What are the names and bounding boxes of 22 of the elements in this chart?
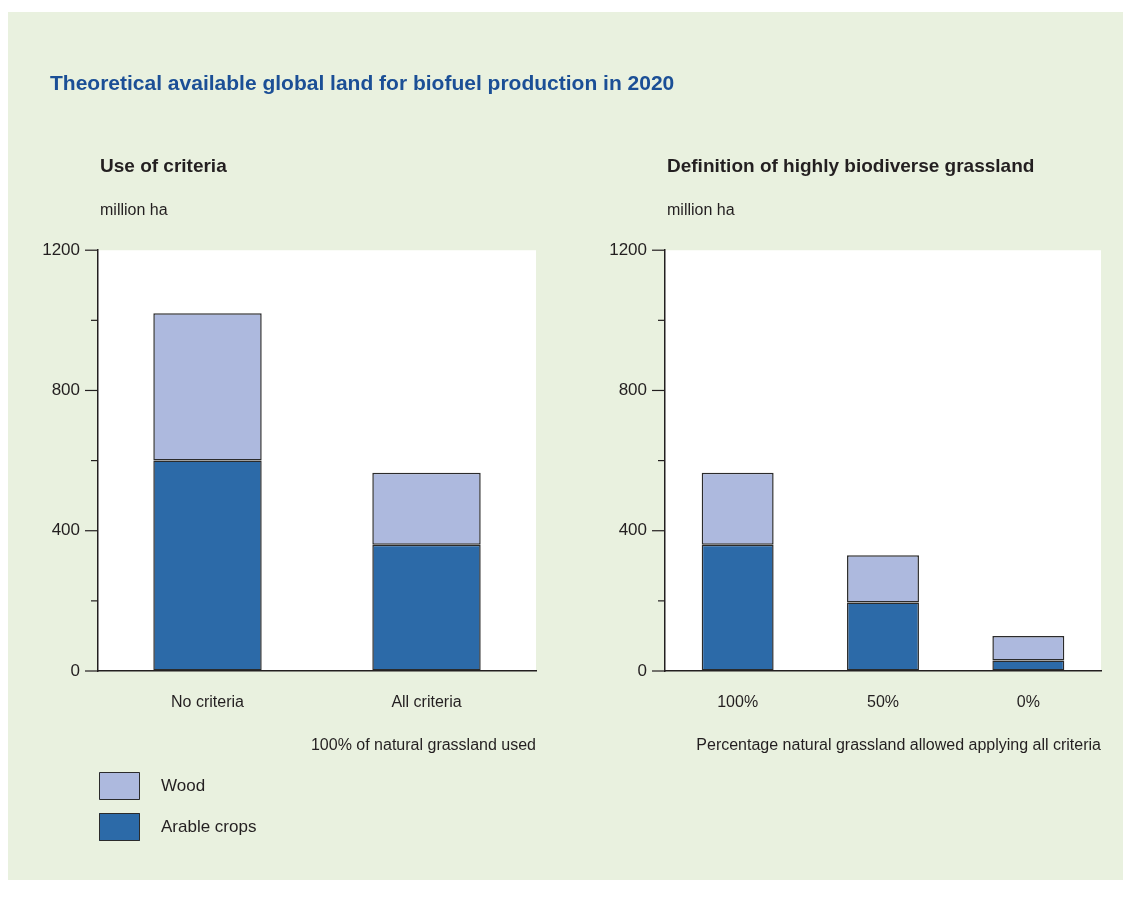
x-axis-title: 100% of natural grassland used (310, 735, 536, 753)
chart-subtitle: Definition of highly biodiverse grassland (667, 155, 1035, 176)
x-tick-label: All criteria (391, 693, 462, 711)
chart-subtitle: Use of criteria (100, 155, 227, 176)
x-tick-label: No criteria (171, 693, 245, 711)
y-tick-label: 400 (618, 520, 647, 540)
y-tick-label: 800 (618, 380, 647, 400)
y-tick-label: 400 (51, 520, 80, 540)
y-axis-title: million ha (100, 201, 168, 218)
y-tick-label: 1200 (609, 239, 647, 259)
chart-title: Theoretical available global land for biofuel production in 2020 (50, 71, 675, 94)
y-tick-label: 1200 (42, 239, 80, 259)
x-tick-label: 0% (1016, 693, 1040, 711)
legend-label: Arable crops (161, 816, 257, 836)
y-tick-label: 0 (637, 660, 647, 680)
y-axis-title: million ha (667, 201, 735, 218)
x-tick-label: 100% (717, 693, 759, 711)
y-tick-label: 800 (51, 380, 80, 400)
x-axis-title: Percentage natural grassland allowed applying all criteria (696, 735, 1102, 753)
x-tick-label: 50% (866, 693, 900, 711)
y-tick-label: 0 (70, 660, 80, 680)
legend-label: Wood (161, 775, 206, 795)
